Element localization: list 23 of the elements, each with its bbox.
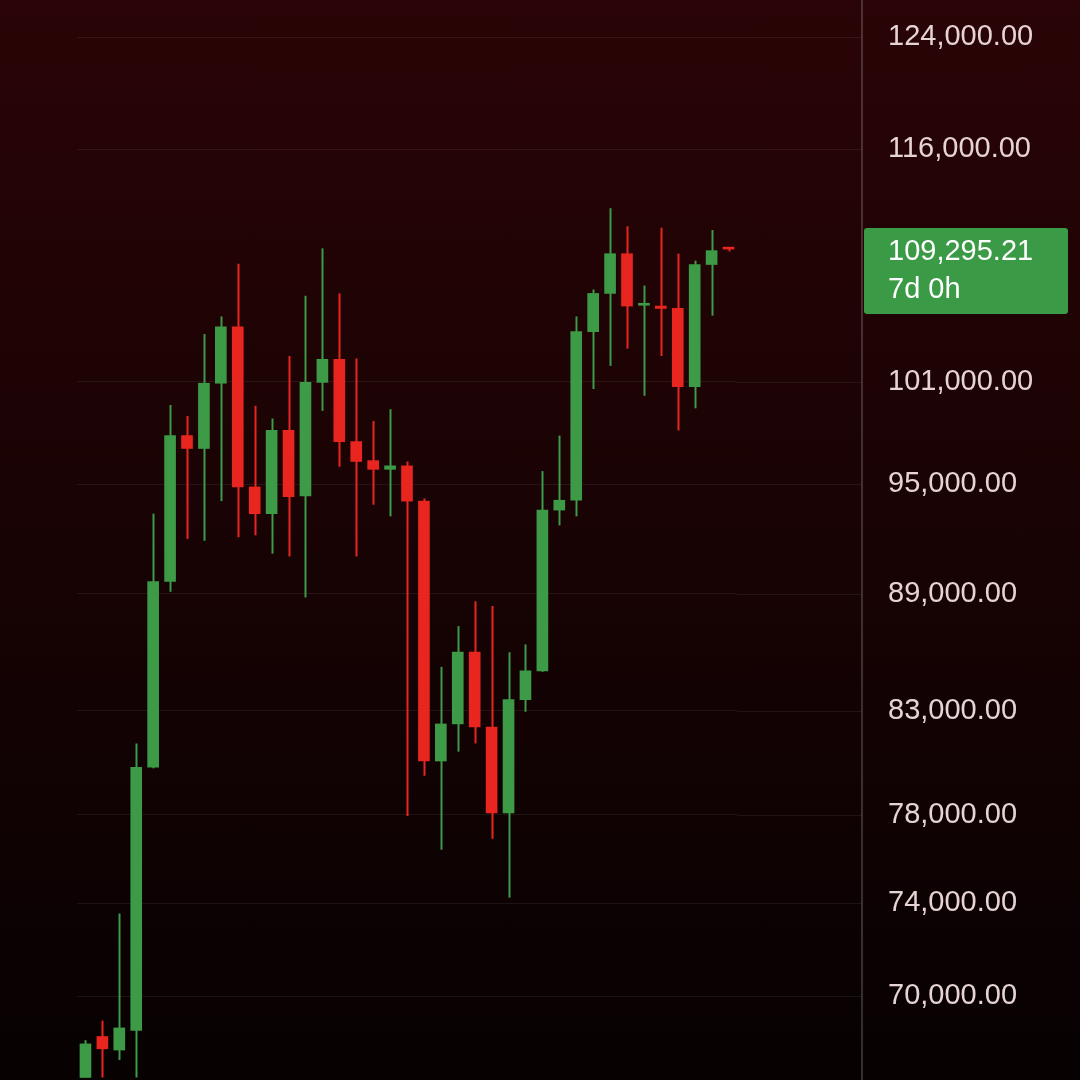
candlestick bbox=[553, 434, 566, 527]
candlestick bbox=[96, 1019, 109, 1079]
y-tick-label: 124,000.00 bbox=[888, 19, 1034, 52]
y-tick-label: 101,000.00 bbox=[888, 363, 1034, 396]
y-tick-label: 74,000.00 bbox=[888, 885, 1018, 918]
y-tick-label: 116,000.00 bbox=[888, 131, 1031, 164]
y-tick-label: 78,000.00 bbox=[888, 796, 1018, 829]
candlestick bbox=[113, 912, 126, 1061]
candlestick bbox=[384, 408, 396, 518]
y-tick-label: 89,000.00 bbox=[888, 575, 1018, 608]
y-tick-label: 83,000.00 bbox=[888, 692, 1018, 725]
candlestick bbox=[655, 226, 667, 358]
candlestick bbox=[367, 420, 379, 506]
candlestick bbox=[705, 229, 718, 317]
candlestick bbox=[316, 247, 329, 412]
y-tick-label: 70,000.00 bbox=[888, 978, 1018, 1011]
candlestick bbox=[401, 460, 413, 818]
y-tick-label: 95,000.00 bbox=[888, 466, 1018, 499]
candlestick bbox=[181, 414, 193, 541]
text: 7d 0h bbox=[888, 272, 961, 304]
candlestick bbox=[638, 284, 650, 397]
text: 109,295.21 bbox=[888, 234, 1034, 266]
candlestick bbox=[350, 357, 363, 558]
